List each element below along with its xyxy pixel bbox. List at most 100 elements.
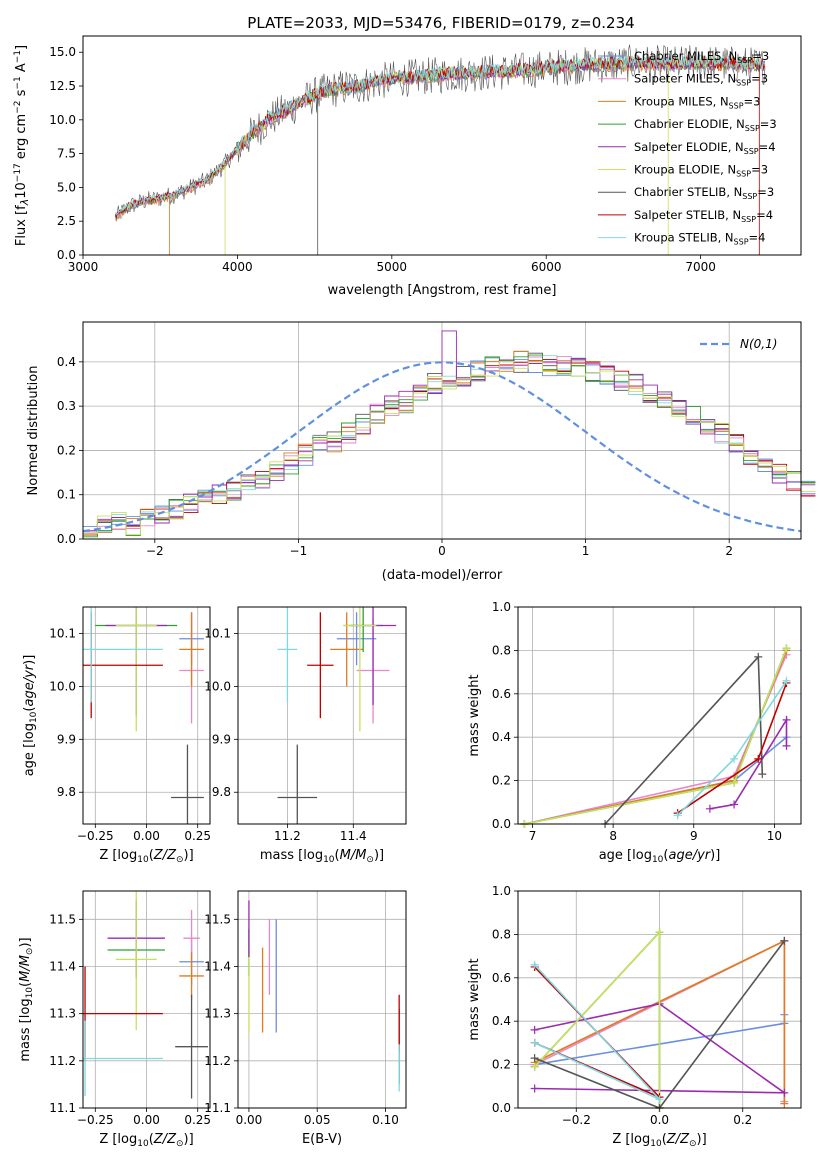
x-axis-label: E(B-V) [302, 1132, 342, 1147]
mass_weight_vs_age-frame [517, 606, 802, 825]
y-tick-label: 11.3 [49, 1007, 76, 1021]
y-tick-label: 10.0 [49, 113, 76, 127]
y-tick-label: 0.4 [57, 355, 76, 369]
x-tick-label: 7 [529, 829, 537, 843]
y-axis-label: mass [log10(M/M⊙)] [18, 937, 35, 1061]
y-tick-label: 11.1 [204, 1101, 231, 1115]
y-tick-label: 0.0 [492, 817, 511, 831]
axes-mass_vs_ebv: 0.00 0.05 0.10 11.1 11.2 11.3 11.4 11.5 [204, 891, 406, 1127]
weight-marker [530, 1084, 539, 1093]
weight-line-kroupa_stelib [534, 964, 661, 1101]
y-tick-label: 0.2 [492, 774, 511, 788]
x-axis-label: Z [log10(Z/Z⊙)] [99, 848, 193, 865]
residuals-frame [82, 321, 802, 540]
legend-label: Chabrier MILES, NSSP=3 [634, 49, 769, 65]
legend-label: N(0,1) [740, 337, 777, 351]
y-tick-label: 0.2 [492, 1058, 511, 1072]
legend-label: Salpeter ELODIE, NSSP=4 [634, 140, 776, 156]
errorbar-point-kroupa_miles [179, 952, 204, 1000]
weight-marker [655, 928, 664, 937]
y-tick-label: 5.0 [57, 180, 76, 194]
spectrum-legend: Chabrier MILES, NSSP=3 Salpeter MILES, NS… [598, 49, 777, 247]
y-tick-label: 9.8 [57, 785, 76, 799]
y-tick-label: 15.0 [49, 45, 76, 59]
x-tick-label: 0.25 [184, 829, 211, 843]
errorbar-point-salpeter_stelib [307, 612, 334, 719]
y-tick-label: 1.0 [492, 884, 511, 898]
axes-mass_weight_vs_age: 7 8 9 10 0.0 0.2 0.4 0.6 0.8 1.0 [492, 600, 801, 843]
y-tick-label: 11.4 [204, 959, 231, 973]
mass_weight_vs_z-frame [517, 890, 802, 1109]
weight-marker [782, 741, 791, 750]
legend-label: Chabrier STELIB, NSSP=3 [634, 185, 774, 201]
weight-marker [782, 644, 791, 653]
errorbar-point-kroupa_elodie [115, 891, 157, 1031]
residuals-legend: N(0,1) [700, 337, 777, 351]
weight-marker [780, 1088, 789, 1097]
x-tick-label: 5000 [377, 260, 408, 274]
y-tick-label: 0.0 [57, 248, 76, 262]
weight-marker [530, 1038, 539, 1047]
errorbar-point-kroupa_elodie [343, 607, 377, 732]
age_vs_mass-frame [237, 606, 407, 825]
x-axis-label: wavelength [Angstrom, rest frame] [328, 283, 557, 298]
x-axis-label: mass [log10(M/M⊙)] [260, 848, 384, 865]
x-tick-label: 0.00 [133, 1113, 160, 1127]
y-tick-label: 0.3 [57, 399, 76, 413]
weight-marker [758, 770, 767, 779]
y-axis-label: mass weight [467, 958, 482, 1040]
x-axis-label: (data-model)/error [382, 568, 503, 583]
axes-mass_vs_z: −0.25 0.00 0.25 11.1 11.2 11.3 11.4 11.5 [49, 891, 211, 1127]
y-tick-label: 0.6 [492, 971, 511, 985]
weight-marker [705, 804, 714, 813]
x-tick-label: 11.4 [340, 829, 367, 843]
y-tick-label: 11.2 [204, 1054, 231, 1068]
weight-line-salpeter_elodie [709, 716, 788, 810]
legend-label: Salpeter STELIB, NSSP=4 [634, 208, 773, 224]
x-tick-label: −0.2 [562, 1113, 591, 1127]
weight-line-chabrier_stelib [604, 654, 764, 825]
errorbar-point-kroupa_stelib [277, 607, 298, 703]
x-tick-label: 4000 [222, 260, 253, 274]
mass_vs_z-frame [82, 890, 211, 1109]
y-tick-label: 11.5 [204, 912, 231, 926]
errorbar-point-chabrier_stelib [171, 744, 204, 824]
weight-marker [754, 652, 763, 661]
x-axis-label: Z [log10(Z/Z⊙)] [612, 1132, 706, 1149]
legend-label: Kroupa MILES, NSSP=3 [634, 94, 760, 110]
weight-marker [730, 800, 739, 809]
weight-marker [782, 715, 791, 724]
chart-panels: 3000 4000 5000 6000 70000.02.55.07.510.012.5… [13, 35, 816, 1149]
x-tick-label: 0.25 [184, 1113, 211, 1127]
y-tick-label: 0.2 [57, 443, 76, 457]
y-tick-label: 10.1 [49, 626, 76, 640]
x-axis-label: Z [log10(Z/Z⊙)] [99, 1132, 193, 1149]
histogram-salpeter_miles [83, 355, 816, 533]
weight-marker [530, 960, 539, 969]
x-tick-label: 0 [438, 544, 446, 558]
y-axis-label: mass weight [467, 674, 482, 756]
y-tick-label: 0.4 [492, 730, 511, 744]
age_vs_z-frame [82, 606, 211, 825]
y-tick-label: 11.3 [204, 1007, 231, 1021]
x-tick-label: 9 [690, 829, 698, 843]
histogram-chabrier_miles [83, 358, 816, 528]
x-tick-label: −0.25 [77, 829, 114, 843]
x-tick-label: 10 [767, 829, 782, 843]
x-tick-label: −2 [146, 544, 164, 558]
x-tick-label: 1 [582, 544, 590, 558]
y-tick-label: 11.5 [49, 912, 76, 926]
legend-label: Chabrier ELODIE, NSSP=3 [634, 117, 777, 133]
legend-label: Kroupa ELODIE, NSSP=3 [634, 163, 768, 179]
weight-line-kroupa_elodie [524, 647, 788, 825]
axes-age_vs_mass: 11.2 11.4 9.8 9.9 10.0 10.1 [204, 607, 406, 843]
weight-marker [780, 1099, 789, 1108]
y-tick-label: 1.0 [492, 600, 511, 614]
weight-marker [655, 1095, 664, 1104]
y-tick-label: 0.8 [492, 643, 511, 657]
weight-marker [782, 676, 791, 685]
legend-label: Kroupa STELIB, NSSP=4 [634, 231, 765, 247]
errorbar-point-kroupa_miles [330, 612, 364, 687]
weight-marker [530, 1025, 539, 1034]
x-tick-label: −0.25 [77, 1113, 114, 1127]
